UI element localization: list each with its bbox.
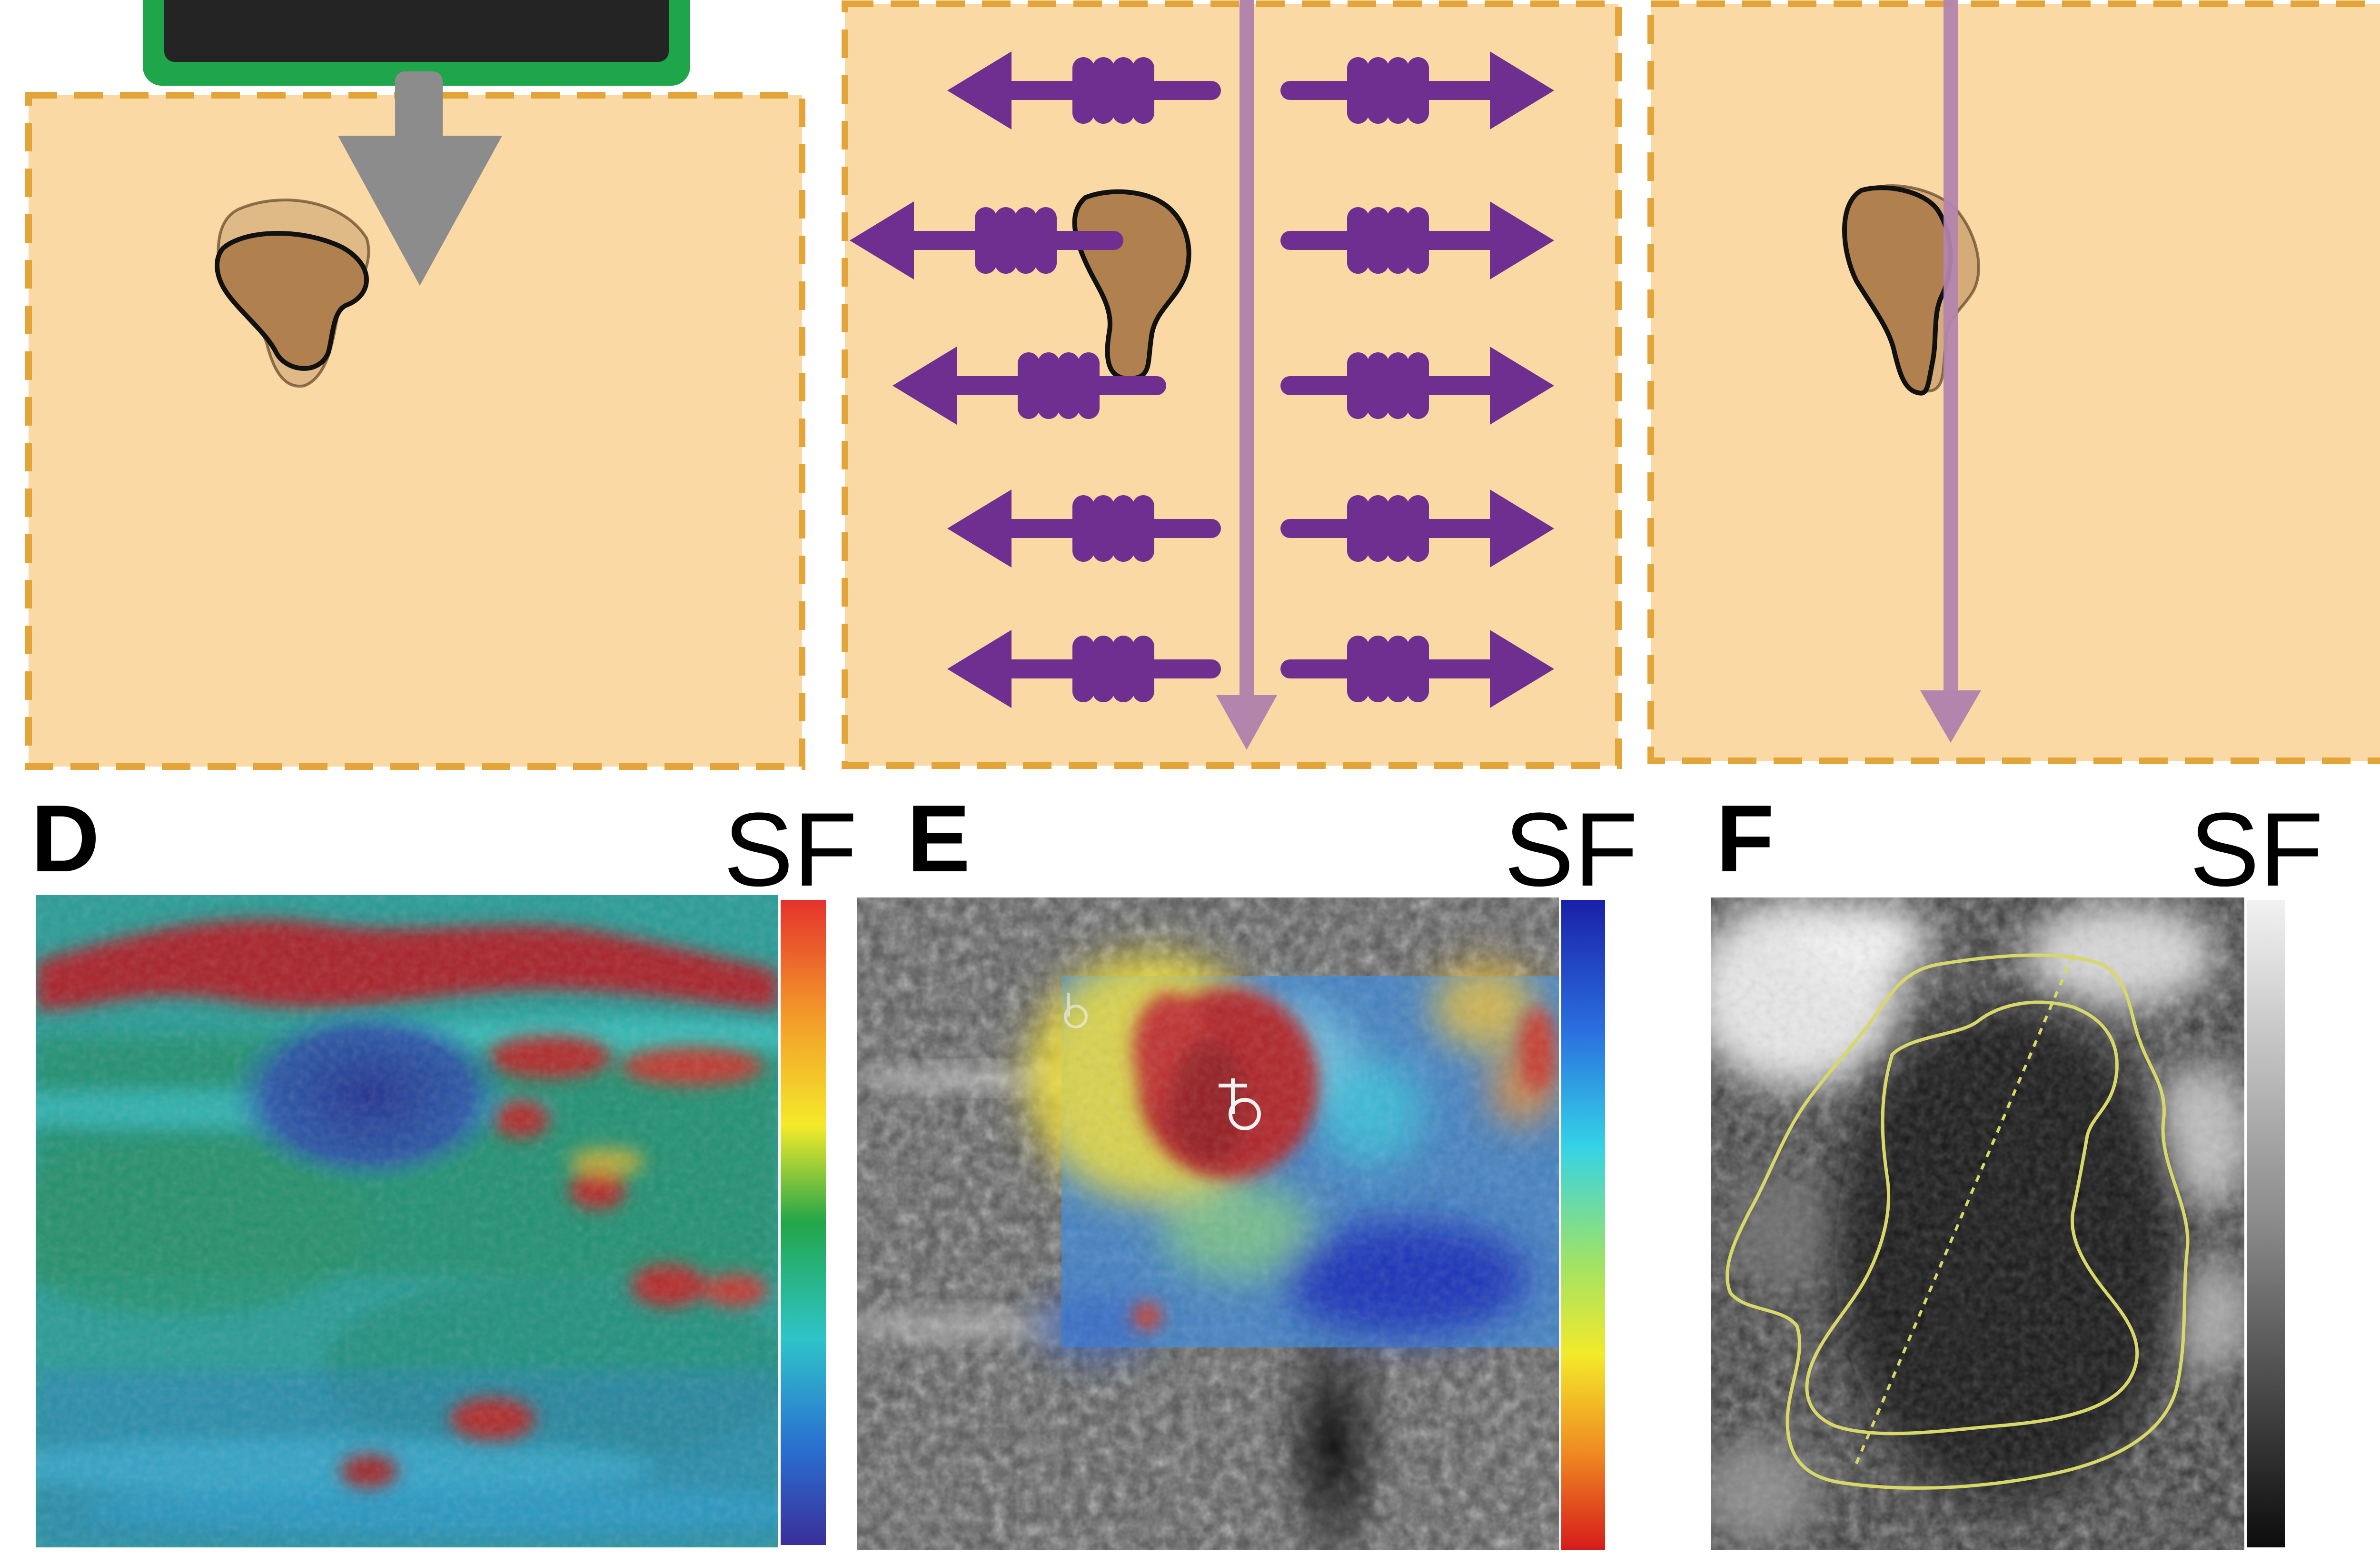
measurement-cursor-icon (1064, 993, 1088, 1028)
lesion-inner-contour (1805, 1000, 2139, 1435)
down-arrow-icon (338, 71, 502, 286)
measurement-cursor-icon (1219, 1078, 1261, 1130)
colorbar-d (781, 900, 826, 1545)
colorbar-f (2247, 900, 2285, 1547)
panel-letter-e: E (907, 786, 970, 892)
schematic-propagation-panel (1647, 0, 2380, 764)
lesion-outer-contour (1726, 953, 2190, 1490)
colorbar-label-d: SF (724, 791, 857, 908)
schematic-shear-wave-panel (842, 0, 1622, 769)
colorbar-e (1561, 900, 1605, 1550)
colorbar-label-e: SF (1504, 791, 1638, 908)
panel-letter-d: D (31, 786, 99, 892)
propagation-line (1920, 0, 1981, 743)
ultrasound-probe-icon (143, 0, 690, 86)
colorbar-label-f: SF (2190, 791, 2323, 908)
propagation-line (1216, 0, 1277, 750)
tissue-block (1647, 0, 2380, 764)
strain-elastogram-image (36, 895, 778, 1547)
grayscale-elastogram-image (1711, 897, 2244, 1550)
lesion-outline (215, 199, 370, 388)
shear-wave-elastogram-image (857, 897, 1559, 1550)
schematic-compression-panel (25, 0, 805, 770)
elastography-roi (1028, 955, 1559, 1355)
panel-letter-f: F (1716, 786, 1774, 892)
